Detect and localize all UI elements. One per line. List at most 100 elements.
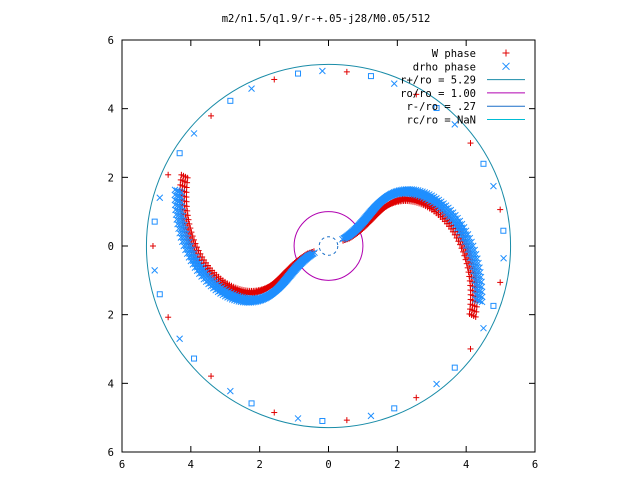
outer-point <box>176 150 183 157</box>
outer-point <box>451 364 458 371</box>
drho-phase-point <box>472 291 480 299</box>
drho-phase-point <box>451 121 459 128</box>
x-tick-label: 6 <box>532 459 538 471</box>
legend-label: ro/ro = 1.00 <box>400 88 476 100</box>
w-phase-point <box>149 243 156 249</box>
w-phase-point <box>467 345 474 352</box>
chart-title: m2/n1.5/q1.9/r-+.05-j28/M0.05/512 <box>222 13 431 25</box>
legend-label: r-/ro = .27 <box>406 101 476 113</box>
outer-point <box>500 227 507 234</box>
drho-phase-point <box>173 187 181 194</box>
w-phase-point <box>208 112 215 119</box>
x-tick-label: 2 <box>394 459 400 471</box>
w-phase-point <box>178 171 185 178</box>
drho-phase-point <box>175 197 183 205</box>
drho-phase-point <box>474 287 482 294</box>
drho-phase-point <box>156 194 164 202</box>
drho-phase-point <box>294 415 302 422</box>
w-phase-point <box>271 76 278 83</box>
drho-phase-point <box>367 412 375 420</box>
drho-phase-point <box>173 192 181 199</box>
drho-phase-point <box>480 324 487 332</box>
drho-phase-point <box>178 238 186 246</box>
drho-phase-point <box>469 242 477 250</box>
drho-phase-point <box>180 242 188 250</box>
w-phase-point <box>467 140 474 147</box>
x-tick-label: 2 <box>257 459 263 471</box>
drho-phase-point <box>171 196 179 204</box>
outer-point <box>367 73 374 80</box>
y-tick-label: 6 <box>108 35 114 47</box>
y-tick-label: 2 <box>108 172 114 184</box>
drho-phase-point <box>226 387 234 395</box>
drho-phase-point <box>173 197 181 204</box>
drho-phase-point <box>433 380 440 388</box>
reference-circle <box>293 211 364 281</box>
w-phase-point <box>413 394 420 401</box>
w-phase-point <box>343 417 350 424</box>
reference-circle <box>318 236 339 256</box>
w-phase-point <box>177 176 184 183</box>
w-phase-point <box>473 308 480 315</box>
w-phase-point <box>497 206 504 213</box>
drho-phase-point <box>500 254 507 262</box>
w-phase-point <box>271 409 278 416</box>
y-tick-label: 6 <box>108 447 114 459</box>
outer-point <box>490 302 497 309</box>
x-tick-label: 0 <box>325 459 331 471</box>
x-tick-label: 6 <box>119 459 125 471</box>
w-phase-point <box>165 314 172 321</box>
drho-phase-point <box>319 67 326 75</box>
w-phase-point <box>165 171 172 178</box>
legend-label: r+/ro = 5.29 <box>400 75 476 87</box>
reference-circle <box>145 63 512 429</box>
drho-phase-point <box>178 193 185 201</box>
drho-phase-point <box>478 298 486 306</box>
outer-point <box>151 218 158 225</box>
outer-point <box>191 355 198 362</box>
w-phase-point <box>473 303 480 310</box>
w-phase-point <box>472 313 479 320</box>
drho-phase-point <box>175 193 183 200</box>
x-tick-label: 4 <box>463 459 469 471</box>
drho-phase-point <box>502 62 510 71</box>
drho-phase-point <box>472 296 479 303</box>
outer-point <box>156 291 163 298</box>
drho-phase-point <box>151 267 159 274</box>
data-points <box>149 49 510 424</box>
drho-phase-point <box>474 296 482 304</box>
drho-phase-point <box>476 287 484 295</box>
drho-phase-point <box>476 297 484 305</box>
w-phase-point <box>208 373 215 380</box>
legend-label: rc/ro = NaN <box>406 115 476 127</box>
drho-phase-point <box>476 292 484 300</box>
outer-point <box>248 400 255 407</box>
outer-point <box>480 160 487 167</box>
outer-point <box>391 405 398 412</box>
x-tick-label: 4 <box>188 459 194 471</box>
y-tick-label: 4 <box>108 378 114 390</box>
drho-phase-point <box>478 293 486 301</box>
drho-phase-point <box>178 188 185 196</box>
drho-phase-point <box>190 130 198 137</box>
drho-phase-point <box>490 182 497 190</box>
reference-circles <box>145 63 512 429</box>
outer-point <box>433 105 440 112</box>
w-phase-point <box>497 279 504 286</box>
drho-phase-point <box>171 191 179 199</box>
drho-phase-point <box>178 198 185 206</box>
drho-phase-point <box>176 335 183 343</box>
drho-phase-point <box>175 188 183 195</box>
outer-point <box>227 97 234 104</box>
outer-point <box>295 70 302 77</box>
y-tick-label: 0 <box>108 241 114 253</box>
w-phase-point <box>413 91 420 98</box>
legend-label: W phase <box>432 48 476 60</box>
drho-phase-point <box>390 80 398 88</box>
drho-phase-point <box>171 186 179 194</box>
drho-phase-point <box>474 292 482 299</box>
w-phase-point <box>343 68 350 75</box>
